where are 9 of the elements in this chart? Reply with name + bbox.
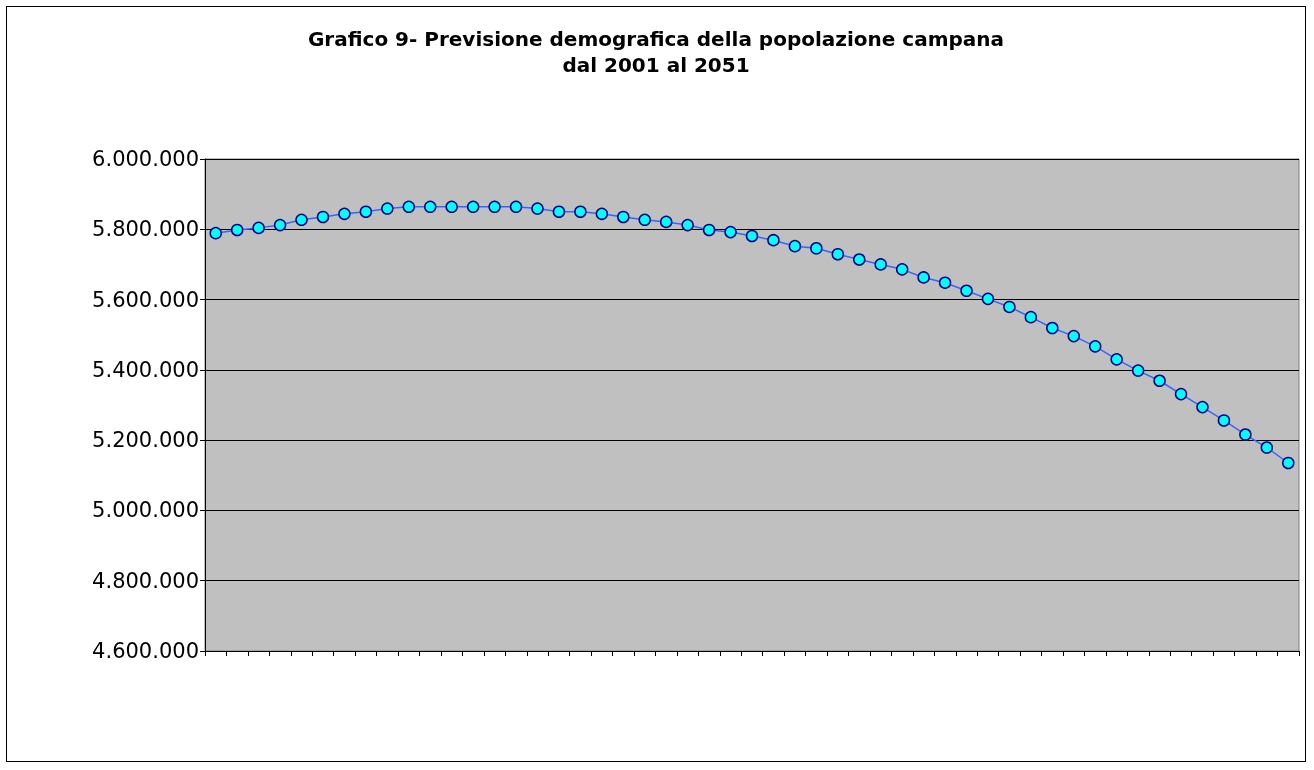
y-tick-label: 5.600.000 xyxy=(92,287,199,312)
y-tick-label: 5.200.000 xyxy=(92,428,199,453)
y-tick-label: 6.000.000 xyxy=(92,147,199,171)
y-tick-label: 4.600.000 xyxy=(92,639,199,663)
y-tick-label: 5.000.000 xyxy=(92,498,199,523)
y-tick-label: 4.800.000 xyxy=(92,568,199,593)
y-tick-label: 5.800.000 xyxy=(92,217,199,242)
y-tick-label: 5.400.000 xyxy=(92,357,199,382)
chart-title: Grafico 9- Previsione demografica della popolazione campana dal 2001 al 2051 xyxy=(307,27,1005,77)
